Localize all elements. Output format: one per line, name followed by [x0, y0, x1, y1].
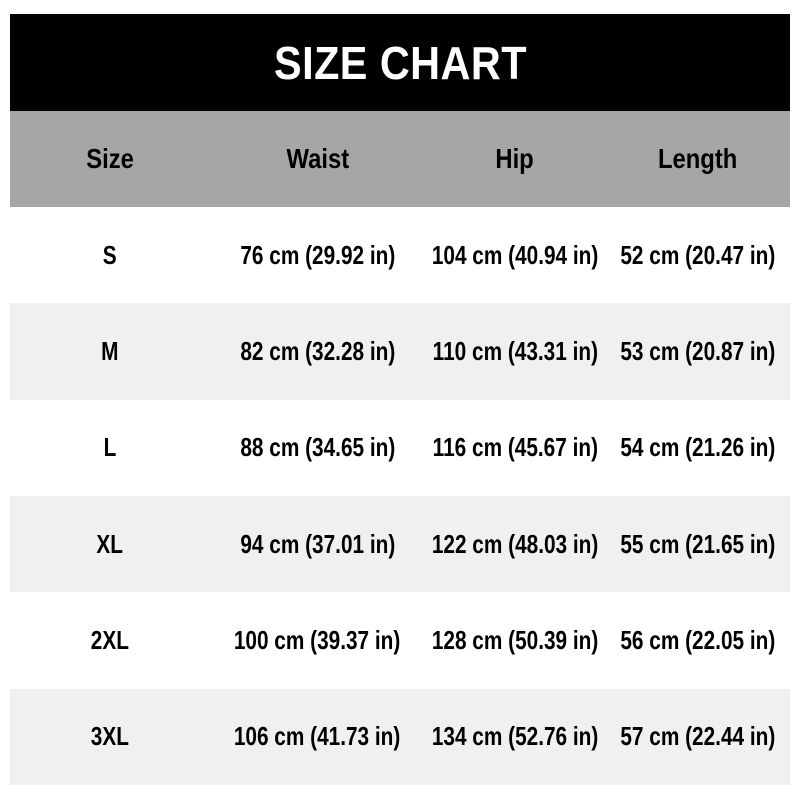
cell-waist: 88 cm (34.65 in)	[210, 400, 425, 496]
hip-value: 122 cm (48.03 in)	[431, 528, 599, 559]
cell-length: 53 cm (20.87 in)	[605, 303, 790, 399]
size-value: XL	[96, 528, 124, 559]
length-value: 52 cm (20.47 in)	[620, 239, 775, 270]
size-value: M	[101, 335, 119, 366]
cell-size: 2XL	[10, 592, 210, 688]
cell-size: L	[10, 400, 210, 496]
size-chart: SIZE CHART Size Waist Hip Length S 76 cm…	[10, 14, 790, 785]
column-header-length: Length	[605, 111, 790, 207]
column-header-waist: Waist	[210, 111, 425, 207]
size-value: 2XL	[90, 624, 130, 655]
table-row: L 88 cm (34.65 in) 116 cm (45.67 in) 54 …	[10, 399, 790, 496]
hip-value: 110 cm (43.31 in)	[432, 335, 598, 366]
table-header-row: Size Waist Hip Length	[10, 111, 790, 207]
waist-value: 88 cm (34.65 in)	[240, 432, 395, 463]
cell-waist: 106 cm (41.73 in)	[210, 689, 425, 785]
column-header-waist-label: Waist	[286, 143, 349, 174]
cell-waist: 94 cm (37.01 in)	[210, 496, 425, 592]
hip-value: 116 cm (45.67 in)	[432, 432, 598, 463]
column-header-hip: Hip	[425, 111, 605, 207]
length-value: 57 cm (22.44 in)	[620, 721, 775, 752]
table-row: 2XL 100 cm (39.37 in) 128 cm (50.39 in) …	[10, 592, 790, 689]
table-row: 3XL 106 cm (41.73 in) 134 cm (52.76 in) …	[10, 688, 790, 785]
cell-size: 3XL	[10, 689, 210, 785]
cell-hip: 110 cm (43.31 in)	[425, 303, 605, 399]
length-value: 54 cm (21.26 in)	[620, 432, 775, 463]
cell-length: 54 cm (21.26 in)	[605, 400, 790, 496]
column-header-size-label: Size	[86, 143, 134, 174]
cell-hip: 134 cm (52.76 in)	[425, 689, 605, 785]
length-value: 53 cm (20.87 in)	[620, 335, 775, 366]
cell-waist: 82 cm (32.28 in)	[210, 303, 425, 399]
chart-title: SIZE CHART	[273, 36, 527, 89]
size-value: S	[103, 239, 117, 270]
title-banner: SIZE CHART	[10, 14, 790, 111]
waist-value: 100 cm (39.37 in)	[234, 624, 401, 655]
cell-size: M	[10, 303, 210, 399]
cell-length: 57 cm (22.44 in)	[605, 689, 790, 785]
column-header-size: Size	[10, 111, 210, 207]
hip-value: 104 cm (40.94 in)	[431, 239, 599, 270]
column-header-length-label: Length	[657, 143, 738, 174]
table-row: S 76 cm (29.92 in) 104 cm (40.94 in) 52 …	[10, 207, 790, 304]
cell-hip: 104 cm (40.94 in)	[425, 207, 605, 303]
size-value: 3XL	[90, 721, 130, 752]
waist-value: 106 cm (41.73 in)	[234, 721, 401, 752]
waist-value: 82 cm (32.28 in)	[240, 335, 395, 366]
cell-waist: 76 cm (29.92 in)	[210, 207, 425, 303]
hip-value: 128 cm (50.39 in)	[431, 624, 599, 655]
cell-length: 55 cm (21.65 in)	[605, 496, 790, 592]
size-value: L	[103, 432, 117, 463]
cell-length: 52 cm (20.47 in)	[605, 207, 790, 303]
cell-hip: 128 cm (50.39 in)	[425, 592, 605, 688]
table-row: XL 94 cm (37.01 in) 122 cm (48.03 in) 55…	[10, 495, 790, 593]
column-header-hip-label: Hip	[495, 143, 535, 174]
length-value: 56 cm (22.05 in)	[620, 624, 775, 655]
cell-size: XL	[10, 496, 210, 592]
cell-hip: 122 cm (48.03 in)	[425, 496, 605, 592]
waist-value: 94 cm (37.01 in)	[240, 528, 395, 559]
length-value: 55 cm (21.65 in)	[620, 528, 775, 559]
cell-waist: 100 cm (39.37 in)	[210, 592, 425, 688]
waist-value: 76 cm (29.92 in)	[240, 239, 395, 270]
table-body: S 76 cm (29.92 in) 104 cm (40.94 in) 52 …	[10, 207, 790, 785]
cell-hip: 116 cm (45.67 in)	[425, 400, 605, 496]
cell-length: 56 cm (22.05 in)	[605, 592, 790, 688]
table-row: M 82 cm (32.28 in) 110 cm (43.31 in) 53 …	[10, 303, 790, 400]
hip-value: 134 cm (52.76 in)	[431, 721, 599, 752]
cell-size: S	[10, 207, 210, 303]
